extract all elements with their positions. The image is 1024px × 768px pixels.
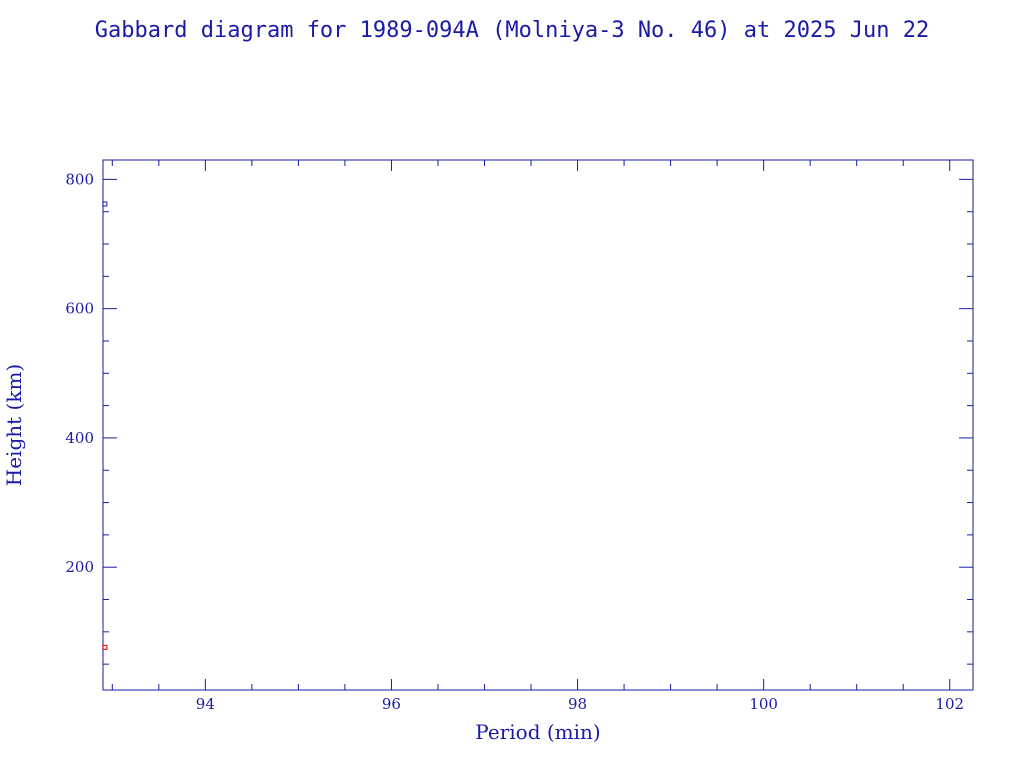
x-tick-label: 100 (749, 695, 778, 713)
x-tick-label: 94 (196, 695, 215, 713)
x-tick-label: 96 (382, 695, 401, 713)
y-tick-label: 400 (65, 429, 94, 447)
plot-frame (102, 159, 974, 691)
chart-title: Gabbard diagram for 1989-094A (Molniya-3… (95, 18, 929, 43)
y-axis-ticks: 200 400 600 800 (65, 170, 973, 665)
x-axis-ticks: 94 96 98 100 102 (111, 160, 964, 713)
x-tick-label: 98 (568, 695, 587, 713)
perigee-point (102, 644, 108, 650)
x-tick-label: 102 (935, 695, 964, 713)
plot-border (102, 159, 974, 691)
x-axis-label: Period (min) (475, 720, 600, 744)
y-axis-label: Height (km) (2, 364, 26, 486)
apogee-point (102, 201, 108, 207)
y-tick-label: 200 (65, 558, 94, 576)
y-tick-label: 800 (65, 170, 94, 188)
y-tick-label: 600 (65, 300, 94, 318)
data-points (102, 201, 108, 650)
